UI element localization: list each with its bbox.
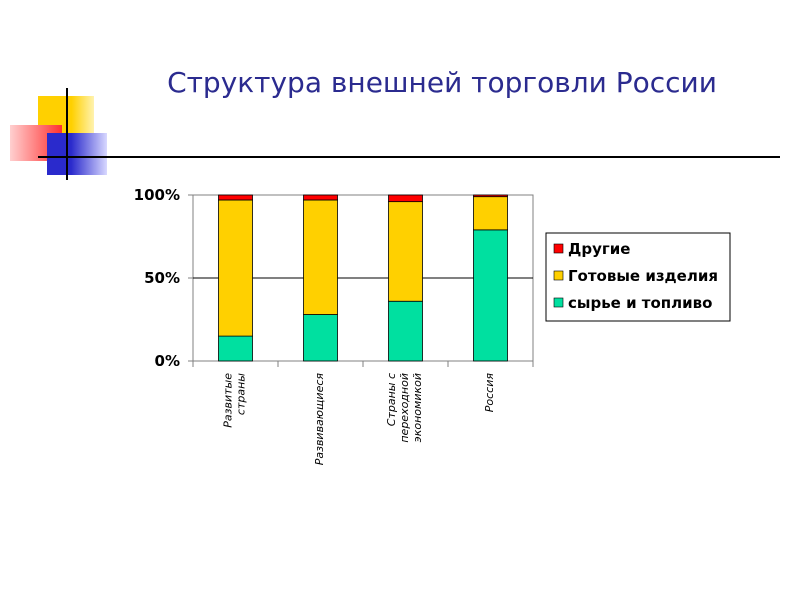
legend-swatch bbox=[553, 243, 564, 254]
bar-segment bbox=[388, 300, 423, 362]
decor-horizontal-line bbox=[38, 156, 780, 158]
x-category-label: Развитыестраны bbox=[222, 373, 248, 428]
decor-vertical-line bbox=[66, 88, 68, 180]
legend-box bbox=[545, 232, 731, 322]
legend-label: сырье и топливо bbox=[568, 294, 712, 312]
bar-segment bbox=[218, 335, 253, 362]
legend-label: Другие bbox=[568, 240, 630, 258]
x-category-label-line: Развитые bbox=[222, 373, 235, 428]
x-category-label-line: экономикой bbox=[411, 373, 424, 442]
y-tick-label: 100% bbox=[134, 186, 180, 204]
x-category-label-line: переходной bbox=[398, 373, 411, 443]
x-category-label: Развивающиеся bbox=[313, 373, 326, 466]
x-category-label-line: Страны с bbox=[385, 373, 398, 426]
y-tick-label: 50% bbox=[144, 269, 180, 287]
x-category-label: Россия bbox=[483, 373, 496, 413]
bar-segment bbox=[303, 199, 338, 315]
x-category-label-line: Развивающиеся bbox=[313, 373, 326, 466]
bar-segment bbox=[303, 314, 338, 362]
x-category-label-line: Россия bbox=[483, 373, 496, 413]
bar-segment bbox=[473, 229, 508, 362]
x-category-label-line: страны bbox=[235, 373, 248, 415]
bar-segment bbox=[218, 194, 253, 201]
bar-segment bbox=[303, 194, 338, 201]
y-tick-label: 0% bbox=[155, 352, 180, 370]
bar-segment bbox=[473, 194, 508, 198]
legend-swatch bbox=[553, 270, 564, 281]
x-category-label: Страны спереходнойэкономикой bbox=[385, 373, 424, 443]
bar-segment bbox=[388, 194, 423, 203]
bar-segment bbox=[218, 199, 253, 337]
legend-label: Готовые изделия bbox=[568, 267, 718, 285]
bar-segment bbox=[388, 201, 423, 302]
slide-title: Структура внешней торговли России bbox=[167, 66, 717, 99]
legend-swatch bbox=[553, 297, 564, 308]
decor-blue-square bbox=[47, 133, 107, 175]
bar-segment bbox=[473, 196, 508, 231]
